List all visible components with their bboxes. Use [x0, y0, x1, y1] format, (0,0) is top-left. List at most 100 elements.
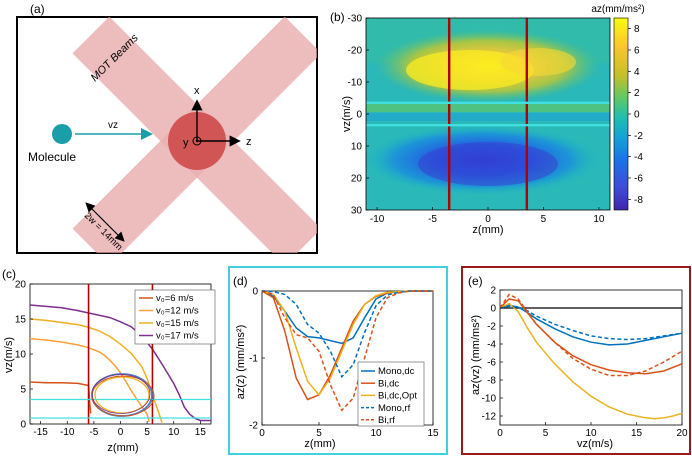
x-tick-label: 5 [316, 428, 322, 439]
y-tick-label: -1 [249, 354, 258, 365]
y-tick-label: 10 [15, 350, 27, 361]
series-line [261, 290, 433, 412]
heatmap-y-label: vz(m/s) [341, 96, 353, 132]
x-tick-label: 0 [118, 427, 124, 438]
series-line [499, 298, 683, 375]
x-tick-label: 15 [195, 427, 207, 438]
legend-label: Bi,dc,Opt [378, 391, 417, 402]
heatmap-y-tick-label: -10 [348, 78, 363, 89]
x-tick-label: 15 [427, 428, 439, 439]
series-line [499, 305, 683, 341]
heatmap-field [366, 18, 610, 210]
panel-c-trajectories: (c) -15 -10 -5 0 5 10 15 0 5 10 15 20 z(mm) vz(m/s)… [2, 267, 216, 454]
x-tick-label: 10 [168, 427, 180, 438]
heatmap-y-tick-label: 30 [351, 206, 363, 217]
trapped-orbit [91, 373, 155, 417]
colorbar-tick-label: 4 [634, 67, 640, 78]
panel-d-frame [228, 266, 448, 455]
velocity-label: vz [108, 120, 118, 131]
x-tick-label: -15 [33, 427, 48, 438]
colorbar-tick-label: 6 [634, 46, 640, 57]
series-line [261, 290, 433, 379]
y-tick-label: 20 [15, 280, 27, 291]
y-tick-label: 0 [20, 420, 26, 431]
colorbar-tick-label: -8 [634, 195, 643, 206]
y-axis-label: y [183, 137, 189, 149]
y-tick-label: -6 [487, 358, 496, 369]
plot-area [499, 289, 683, 426]
molecule-dot [52, 124, 72, 144]
y-tick-label: 2 [490, 286, 496, 297]
heatmap-y-tick-label: 20 [351, 174, 363, 185]
x-tick-label: 0 [259, 428, 265, 439]
colorbar-tick-label: 2 [634, 88, 640, 99]
y-axis-dot [195, 139, 199, 143]
molecule-label: Molecule [28, 150, 76, 164]
panel-c-legend: v₀=6 m/s v₀=12 m/sv₀=15 m/s v₀=17 m/s [134, 289, 216, 345]
heatmap-x-tick-label: 0 [485, 214, 491, 225]
heatmap-y-tick-label: -30 [348, 14, 363, 25]
panel-d-accel-vs-z: (d) 0 5 10 15 0 -1 -2 z(mm) az(z) (mm/ms²) Mon… [228, 266, 448, 455]
y-tick-label: 0 [490, 304, 496, 315]
legend-label: v₀=15 m/s [156, 318, 199, 329]
legend-label: Bi,rf [378, 415, 395, 426]
beam-width-arrow [85, 202, 125, 242]
y-tick-label: -2 [249, 421, 258, 432]
x-tick-label: 5 [144, 427, 150, 438]
y-tick-label: -4 [487, 340, 496, 351]
heatmap-x-tick-label: -5 [428, 214, 437, 225]
panel-e-frame [461, 266, 691, 455]
y-tick-label: 0 [252, 287, 258, 298]
x-tick-label: 10 [370, 428, 382, 439]
legend-label: Mono,dc [378, 366, 415, 377]
x-tick-label: -10 [60, 427, 75, 438]
colorbar-tick-label: -2 [634, 131, 643, 142]
y-tick-label: -8 [487, 376, 496, 387]
y-axis-symbol [192, 136, 202, 146]
x-tick-label: 0 [497, 428, 503, 439]
panel-c-x-label: z(mm) [107, 442, 138, 454]
panel-d-x-label: z(mm) [304, 438, 335, 450]
panel-e-label: (e) [468, 274, 483, 288]
panel-e-y-label: az(vz) (mm/ms²) [470, 315, 482, 395]
panel-a-schematic: MOT Beams Molecule vz x y z 2w = 14mm (a… [16, 2, 318, 254]
heatmap-x-label: z(mm) [472, 224, 503, 236]
colorbar-tick-label: -4 [634, 152, 643, 163]
legend-label: v₀=6 m/s [156, 293, 194, 304]
heatmap-y-tick-label: 10 [351, 142, 363, 153]
panel-c-y-label: vz(m/s) [3, 337, 15, 373]
series-line [30, 381, 92, 414]
x-tick-label: 10 [585, 428, 597, 439]
legend-label: Mono,rf [378, 403, 411, 414]
colorbar-label: az(mm/ms²) [591, 4, 644, 15]
colorbar-tick-label: 8 [634, 24, 640, 35]
series-line [499, 293, 683, 377]
heatmap-x-tick-label: 5 [541, 214, 547, 225]
panel-d-label: (d) [233, 274, 248, 288]
panel-b-heatmap: (b) -10 -5 0 5 10 -30 -20 -10 0 10 20 30 z(mm) vz(m… [330, 4, 645, 236]
panel-d-y-label: az(z) (mm/ms²) [235, 325, 247, 400]
legend-label: v₀=17 m/s [156, 331, 199, 342]
y-tick-label: -12 [482, 412, 497, 423]
heatmap-x-tick-label: -10 [370, 214, 385, 225]
panel-a-label: (a) [30, 2, 45, 16]
colorbar-tick-label: -6 [634, 174, 643, 185]
colorbar-tick-label: 0 [634, 110, 640, 121]
heatmap-y-tick-label: -20 [348, 46, 363, 57]
series-line [30, 337, 150, 423]
x-tick-label: 5 [543, 428, 549, 439]
panel-b-label: (b) [330, 10, 345, 24]
y-tick-label: 5 [20, 385, 26, 396]
panel-e-x-label: vz(m/s) [577, 438, 613, 450]
x-axis-label: x [194, 85, 200, 97]
z-axis-label: z [246, 136, 252, 148]
y-tick-label: -2 [487, 322, 496, 333]
series-line [499, 302, 683, 420]
heatmap-x-tick-label: 10 [593, 214, 605, 225]
colorbar [613, 17, 629, 211]
y-tick-label: -10 [482, 394, 497, 405]
legend-label: v₀=12 m/s [156, 306, 199, 317]
